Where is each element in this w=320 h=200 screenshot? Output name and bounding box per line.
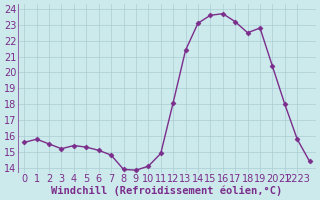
X-axis label: Windchill (Refroidissement éolien,°C): Windchill (Refroidissement éolien,°C) <box>51 185 283 196</box>
